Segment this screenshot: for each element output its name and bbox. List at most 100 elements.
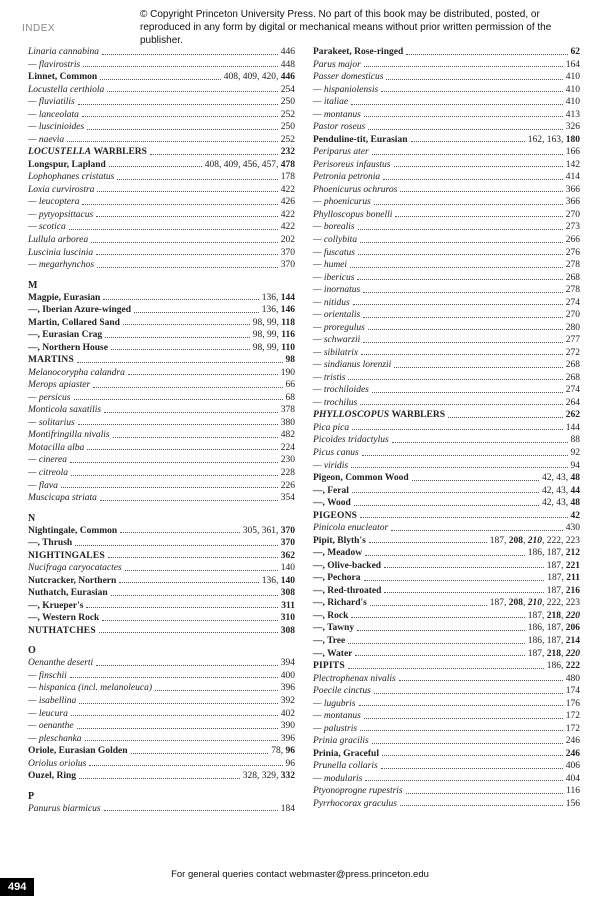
- entry-pages: 224: [281, 442, 295, 455]
- index-entry: PHYLLOSCOPUS WARBLERS262: [313, 409, 580, 422]
- entry-label: Pyrrhocorax graculus: [313, 798, 397, 811]
- index-entry: — viridis 94: [313, 460, 580, 473]
- index-entry: Melanocorypha calandra190: [28, 367, 295, 380]
- entry-label: — collybita: [313, 234, 357, 247]
- entry-pages: 396: [281, 733, 295, 746]
- entry-label: — phoenicurus: [313, 196, 371, 209]
- entry-pages: 280: [566, 322, 580, 335]
- leader-dots: [117, 179, 277, 180]
- entry-label: — flava: [28, 480, 58, 493]
- index-entry: Linnet, Common408, 409, 420, 446: [28, 71, 295, 84]
- entry-pages: 250: [281, 121, 295, 134]
- leader-dots: [384, 567, 544, 568]
- entry-label: NIGHTINGALES: [28, 550, 105, 563]
- leader-dots: [386, 79, 562, 80]
- entry-label: Penduline-tit, Eurasian: [313, 134, 408, 147]
- leader-dots: [348, 643, 525, 644]
- leader-dots: [123, 324, 250, 325]
- index-entry: — scotica422: [28, 221, 295, 234]
- entry-pages: 311: [281, 600, 295, 613]
- entry-pages: 262: [566, 409, 580, 422]
- index-entry: — ibericus268: [313, 272, 580, 285]
- entry-pages: 276: [566, 247, 580, 260]
- entry-pages: 96: [286, 758, 296, 771]
- index-entry: — sindianus lorenzii268: [313, 359, 580, 372]
- leader-dots: [119, 582, 258, 583]
- index-entry: Longspur, Lapland408, 409, 456, 457, 478: [28, 159, 295, 172]
- entry-label: — proregulus: [313, 322, 365, 335]
- leader-dots: [120, 532, 240, 533]
- entry-label: Parakeet, Rose-ringed: [313, 46, 403, 59]
- leader-dots: [348, 668, 544, 669]
- index-entry: Pica pica144: [313, 422, 580, 435]
- entry-pages: 136, 146: [262, 304, 295, 317]
- entry-label: — trochiloides: [313, 384, 369, 397]
- entry-pages: 378: [281, 404, 295, 417]
- leader-dots: [97, 267, 278, 268]
- entry-pages: 66: [286, 379, 296, 392]
- entry-pages: 310: [281, 612, 295, 625]
- entry-pages: 252: [281, 134, 295, 147]
- leader-dots: [86, 607, 278, 608]
- leader-dots: [360, 242, 563, 243]
- leader-dots: [400, 191, 562, 192]
- index-entry: —, Water187, 218, 220: [313, 648, 580, 661]
- entry-label: — leucoptera: [28, 196, 79, 209]
- leader-dots: [399, 680, 563, 681]
- entry-label: Oenanthe deserti: [28, 657, 93, 670]
- entry-label: Muscicapa striata: [28, 492, 97, 505]
- entry-label: — modularis: [313, 773, 362, 786]
- entry-pages: 246: [566, 735, 580, 748]
- leader-dots: [411, 141, 525, 142]
- leader-dots: [109, 166, 202, 167]
- index-entry: — flavirostris448: [28, 59, 295, 72]
- index-entry: —, Wood42, 43, 48: [313, 497, 580, 510]
- entry-pages: 187, 208, 210, 222, 223: [490, 597, 580, 610]
- entry-pages: 254: [281, 84, 295, 97]
- index-entry: Martin, Collared Sand98, 99, 118: [28, 317, 295, 330]
- entry-pages: 264: [566, 397, 580, 410]
- entry-pages: 422: [281, 209, 295, 222]
- entry-pages: 98, 99, 116: [253, 329, 295, 342]
- entry-label: — citreola: [28, 467, 68, 480]
- entry-label: Pipit, Blyth's: [313, 535, 366, 548]
- index-entry: Muscicapa striata354: [28, 492, 295, 505]
- leader-dots: [406, 54, 567, 55]
- index-header: INDEX: [22, 23, 55, 34]
- leader-dots: [361, 354, 563, 355]
- entry-pages: 270: [566, 209, 580, 222]
- index-entry: PIGEONS42: [313, 510, 580, 523]
- index-entry: — palustris172: [313, 723, 580, 736]
- entry-pages: 268: [566, 359, 580, 372]
- entry-label: — pleschanka: [28, 733, 82, 746]
- index-entry: Magpie, Eurasian136, 144: [28, 292, 295, 305]
- entry-pages: 156: [566, 798, 580, 811]
- index-entry: Plectrophenax nivalis480: [313, 673, 580, 686]
- entry-pages: 370: [281, 247, 295, 260]
- entry-label: Ptyonoprogne rupestris: [313, 785, 403, 798]
- entry-label: Parus major: [313, 59, 361, 72]
- leader-dots: [83, 66, 278, 67]
- leader-dots: [354, 505, 539, 506]
- index-entry: Pipit, Blyth's187, 208, 210, 222, 223: [313, 535, 580, 548]
- leader-dots: [82, 116, 278, 117]
- leader-dots: [372, 392, 563, 393]
- leader-dots: [79, 778, 240, 779]
- entry-pages: 186, 187, 206: [528, 622, 580, 635]
- entry-pages: 94: [571, 460, 581, 473]
- entry-pages: 42: [571, 510, 581, 523]
- leader-dots: [99, 632, 278, 633]
- entry-pages: 274: [566, 384, 580, 397]
- entry-label: — viridis: [313, 460, 348, 473]
- entry-label: Nucifraga caryocatactes: [28, 562, 122, 575]
- leader-dots: [113, 437, 278, 438]
- index-entry: Petronia petronia414: [313, 171, 580, 184]
- index-entry: Pyrrhocorax graculus 156: [313, 798, 580, 811]
- index-entry: — montanus413: [313, 109, 580, 122]
- entry-pages: 226: [281, 480, 295, 493]
- entry-pages: 98, 99, 118: [253, 317, 295, 330]
- footer-query: For general queries contact webmaster@pr…: [0, 869, 600, 880]
- entry-pages: 370: [281, 259, 295, 272]
- entry-pages: 328, 329, 332: [243, 770, 295, 783]
- leader-dots: [87, 129, 278, 130]
